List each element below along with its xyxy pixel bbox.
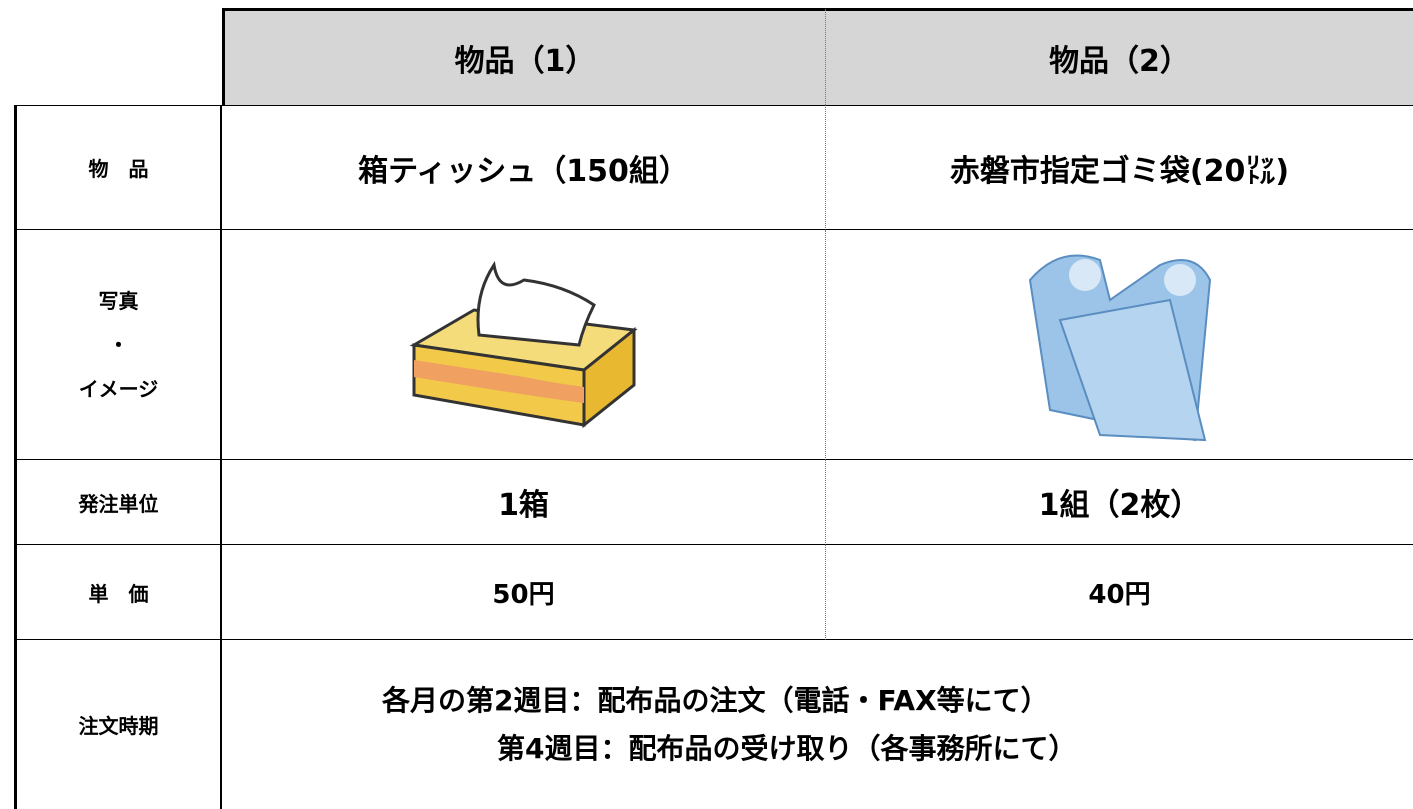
row-label: 単 価 bbox=[14, 545, 222, 640]
cell: 赤磐市指定ゴミ袋(20㍑) bbox=[826, 105, 1413, 230]
text-line: 各月の第2週目：配布品の注文（電話・FAX等にて） bbox=[382, 683, 1049, 717]
column-header: 物品（1） bbox=[222, 8, 826, 105]
cell: 1箱 bbox=[222, 460, 826, 545]
cell: 箱ティッシュ（150組） bbox=[222, 105, 826, 230]
cell: 40円 bbox=[826, 545, 1413, 640]
tissue-image bbox=[409, 260, 638, 428]
order-period: 各月の第2週目：配布品の注文（電話・FAX等にて） 第4週目：配布品の受け取り（… bbox=[222, 640, 1413, 809]
row-label: 発注単位 bbox=[14, 460, 222, 545]
photo-cell bbox=[826, 230, 1413, 460]
label-line: 写真 bbox=[98, 288, 139, 313]
cell: 1組（2枚） bbox=[826, 460, 1413, 545]
row-label: 注文時期 bbox=[14, 640, 222, 809]
label-line: イメージ bbox=[78, 376, 159, 401]
photo-cell bbox=[222, 230, 826, 460]
cell: 50円 bbox=[222, 545, 826, 640]
row-label: 写真 ・ イメージ bbox=[14, 230, 222, 460]
text-line: 第4週目：配布品の受け取り（各事務所にて） bbox=[497, 731, 1077, 765]
bag-image bbox=[1028, 254, 1211, 441]
label-line: ・ bbox=[108, 332, 129, 357]
column-header: 物品（2） bbox=[826, 8, 1413, 105]
row-label: 物 品 bbox=[14, 105, 222, 230]
